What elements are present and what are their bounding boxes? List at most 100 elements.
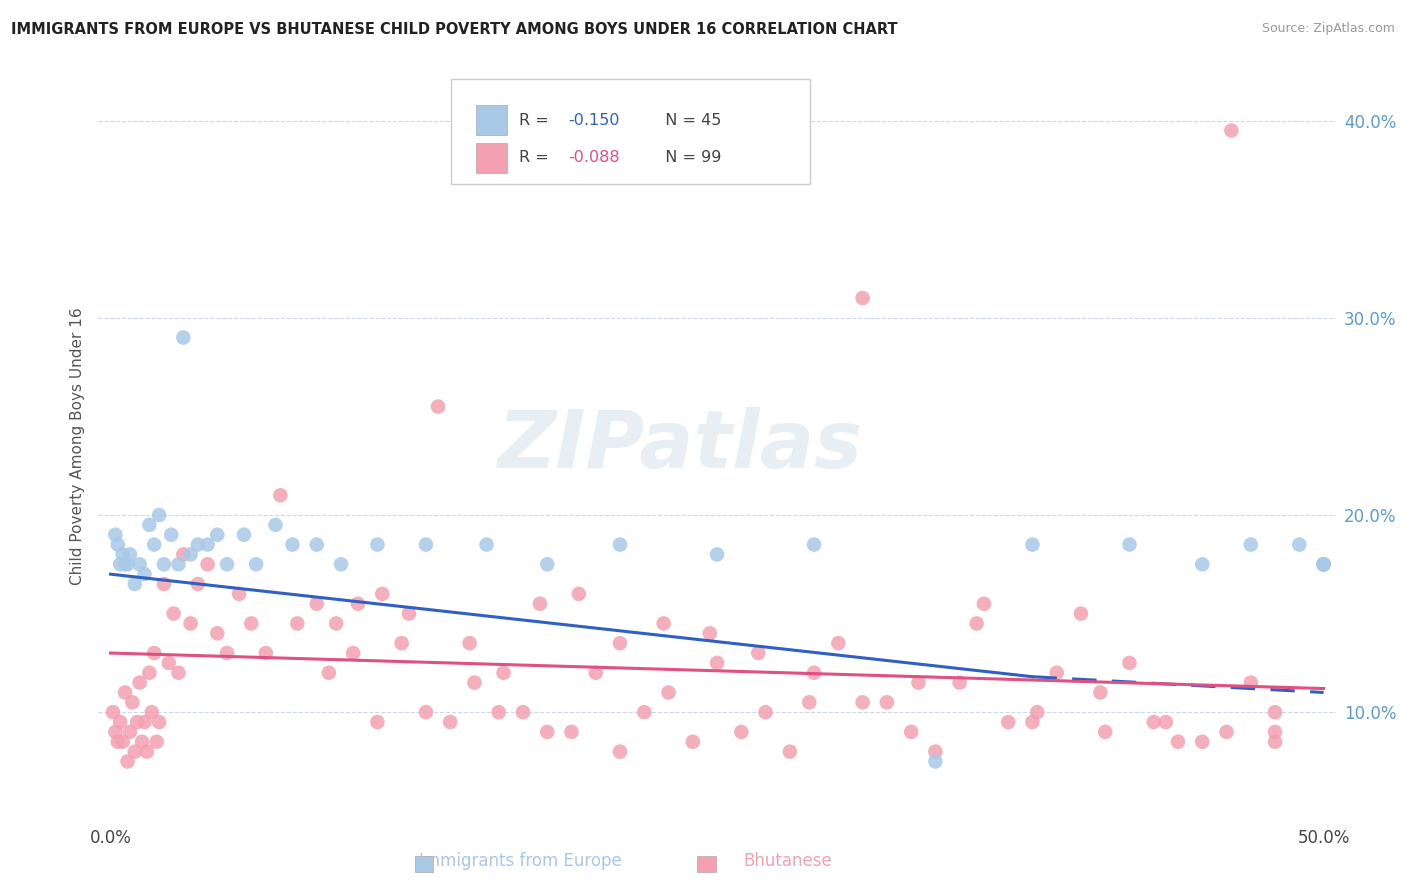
Point	[907, 675, 929, 690]
Point	[827, 636, 849, 650]
FancyBboxPatch shape	[451, 78, 810, 184]
Point	[706, 656, 728, 670]
Point	[207, 626, 229, 640]
Point	[1090, 685, 1112, 699]
Point	[1154, 714, 1177, 729]
Point	[1094, 725, 1116, 739]
Point	[281, 538, 304, 552]
Point	[138, 665, 160, 680]
Point	[167, 558, 190, 572]
Point	[138, 517, 160, 532]
Point	[1240, 675, 1263, 690]
Point	[325, 616, 347, 631]
Point	[207, 527, 229, 541]
Point	[1021, 714, 1043, 729]
Point	[458, 636, 481, 650]
Point	[799, 695, 821, 709]
Point	[1312, 558, 1334, 572]
Point	[1167, 735, 1189, 749]
Point	[568, 587, 591, 601]
Point	[366, 714, 388, 729]
Point	[560, 725, 582, 739]
Point	[1220, 123, 1243, 137]
Point	[1264, 735, 1286, 749]
Text: R =: R =	[519, 150, 554, 165]
Point	[755, 705, 778, 719]
Point	[101, 705, 124, 719]
Point	[141, 705, 163, 719]
Point	[1143, 714, 1166, 729]
Point	[160, 527, 183, 541]
Point	[128, 558, 150, 572]
Text: IMMIGRANTS FROM EUROPE VS BHUTANESE CHILD POVERTY AMONG BOYS UNDER 16 CORRELATIO: IMMIGRANTS FROM EUROPE VS BHUTANESE CHIL…	[11, 22, 898, 37]
Point	[114, 558, 136, 572]
Point	[269, 488, 291, 502]
Point	[536, 558, 558, 572]
Point	[439, 714, 461, 729]
Point	[134, 714, 156, 729]
Point	[973, 597, 995, 611]
Point	[117, 558, 139, 572]
Point	[330, 558, 353, 572]
Point	[104, 527, 127, 541]
Point	[245, 558, 267, 572]
Point	[371, 587, 394, 601]
Point	[148, 714, 170, 729]
Point	[398, 607, 420, 621]
Point	[682, 735, 704, 749]
Text: Immigrants from Europe: Immigrants from Europe	[419, 852, 621, 870]
Point	[803, 538, 825, 552]
Text: Source: ZipAtlas.com: Source: ZipAtlas.com	[1261, 22, 1395, 36]
Point	[1240, 538, 1263, 552]
Point	[111, 548, 134, 562]
Point	[342, 646, 364, 660]
Point	[1191, 735, 1213, 749]
Point	[153, 558, 176, 572]
Point	[187, 577, 209, 591]
Point	[136, 745, 159, 759]
Point	[114, 685, 136, 699]
Point	[285, 616, 308, 631]
Point	[415, 705, 437, 719]
Point	[924, 755, 946, 769]
Point	[1070, 607, 1092, 621]
Point	[124, 745, 146, 759]
Point	[529, 597, 551, 611]
Text: Bhutanese: Bhutanese	[742, 852, 832, 870]
Point	[264, 517, 287, 532]
Point	[1264, 725, 1286, 739]
Point	[128, 675, 150, 690]
Point	[187, 538, 209, 552]
Text: N = 45: N = 45	[655, 112, 721, 128]
Point	[107, 538, 129, 552]
Point	[585, 665, 607, 680]
Point	[180, 616, 202, 631]
Point	[104, 725, 127, 739]
Point	[633, 705, 655, 719]
Point	[1312, 558, 1334, 572]
Point	[657, 685, 679, 699]
Point	[215, 558, 238, 572]
Point	[391, 636, 413, 650]
Point	[609, 538, 631, 552]
Point	[157, 656, 180, 670]
Point	[415, 538, 437, 552]
FancyBboxPatch shape	[475, 143, 506, 172]
Text: R =: R =	[519, 112, 554, 128]
Point	[134, 567, 156, 582]
Point	[966, 616, 988, 631]
Point	[197, 538, 219, 552]
Y-axis label: Child Poverty Among Boys Under 16: Child Poverty Among Boys Under 16	[69, 307, 84, 585]
Text: ZIPatlas: ZIPatlas	[498, 407, 862, 485]
Point	[1191, 558, 1213, 572]
Point	[180, 548, 202, 562]
Point	[706, 548, 728, 562]
Point	[747, 646, 769, 660]
Point	[512, 705, 534, 719]
Point	[143, 538, 166, 552]
Point	[121, 695, 143, 709]
Point	[1264, 705, 1286, 719]
Point	[240, 616, 263, 631]
Point	[609, 745, 631, 759]
Point	[997, 714, 1019, 729]
